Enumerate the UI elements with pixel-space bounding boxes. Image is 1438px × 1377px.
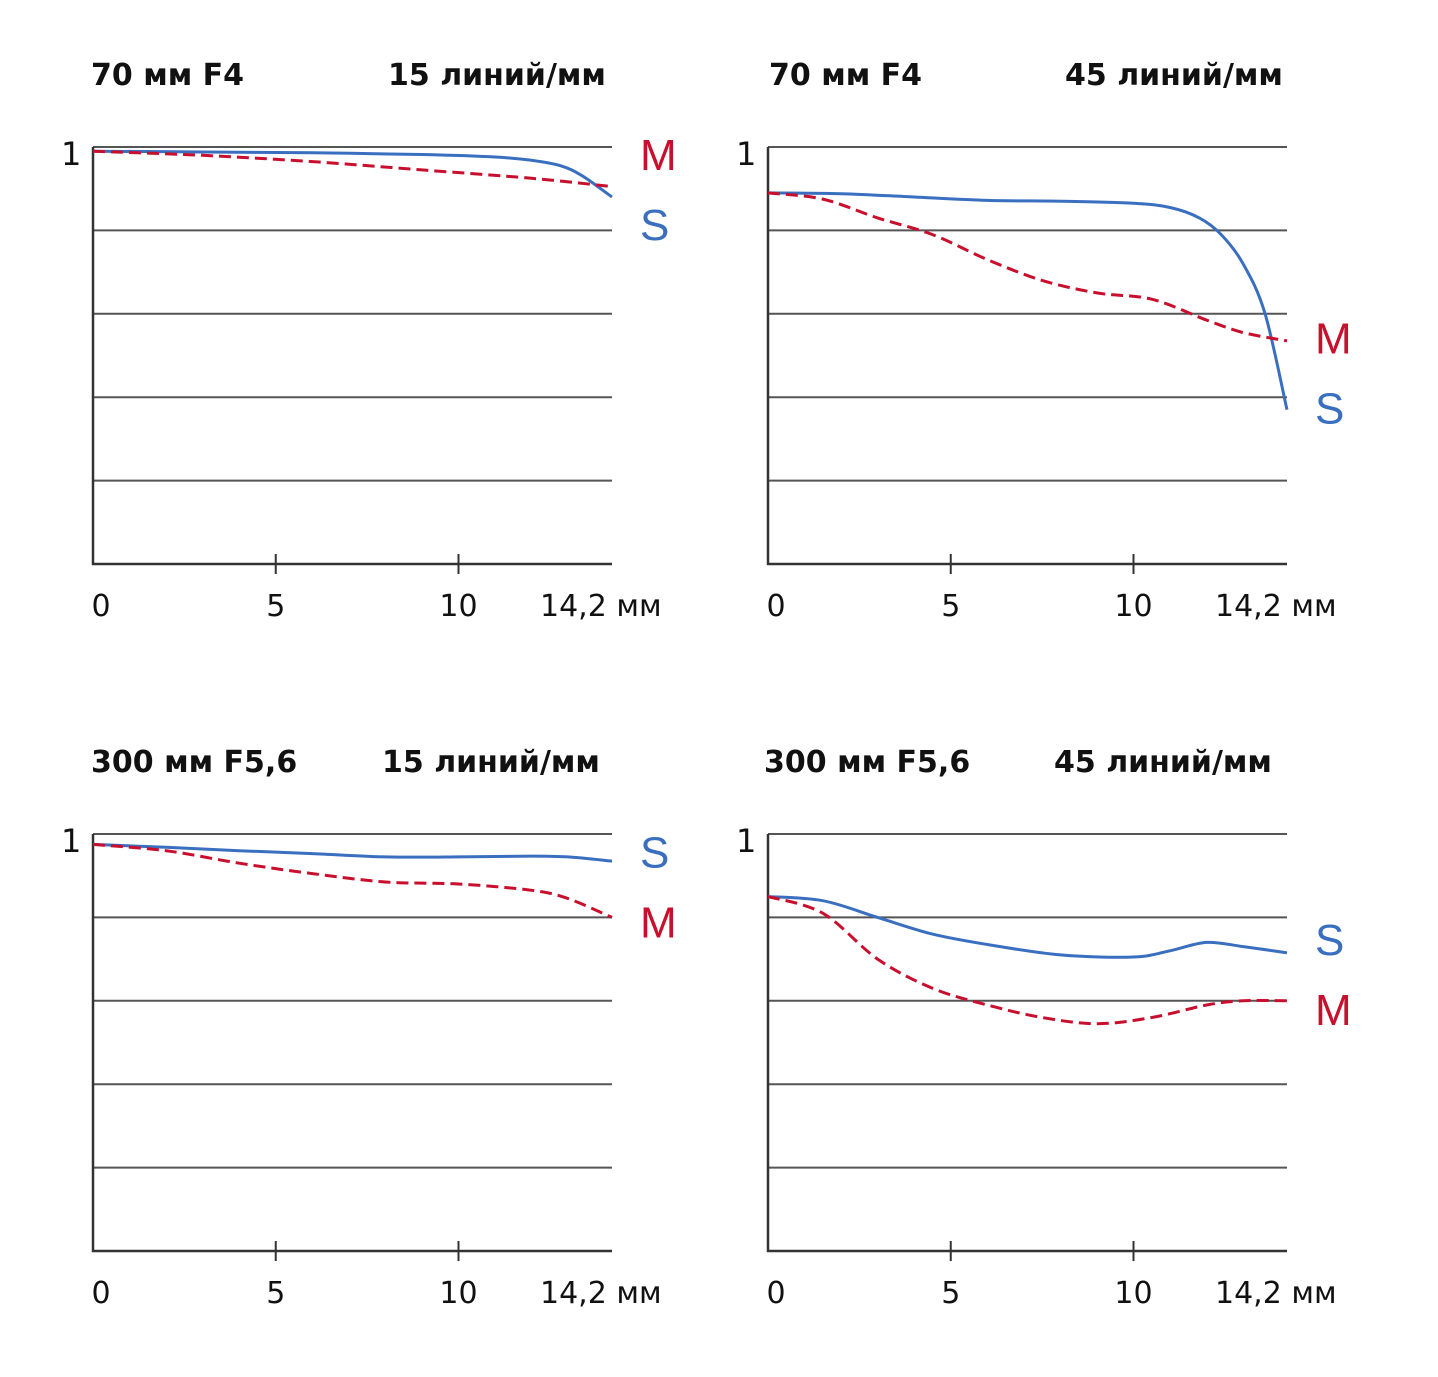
chart-title: 70 мм F4 [91, 58, 245, 93]
series-line-M [92, 149, 613, 189]
mtf-chart-4: 300 мм F5,6 45 линий/мм 0 5 10 14,2 мм 1 S M [675, 737, 1375, 1377]
x-tick-label: 0 [91, 1276, 110, 1311]
chart-subtitle: 45 линий/мм [1054, 745, 1272, 780]
x-tick-label: 0 [766, 1276, 785, 1311]
x-tick-label: 10 [439, 1276, 477, 1311]
y-tick-label: 1 [736, 135, 756, 173]
series-line-M [767, 191, 1288, 343]
y-tick-label: 1 [736, 822, 756, 860]
legend-label-M: M [640, 131, 677, 180]
series-line-S [92, 842, 613, 863]
legend-label-M: M [640, 898, 677, 947]
chart-title: 70 мм F4 [769, 58, 923, 93]
chart-subtitle: 45 линий/мм [1065, 58, 1283, 93]
series-line-S [767, 191, 1289, 411]
x-tick-label: 14,2 мм [540, 589, 662, 624]
y-tick-label: 1 [61, 135, 81, 173]
mtf-chart-2: 70 мм F4 45 линий/мм 0 5 10 14,2 мм 1 M S [675, 50, 1375, 690]
chart-plot: 0 5 10 14,2 мм 1 SM [61, 822, 677, 1311]
x-tick-label: 5 [266, 1276, 285, 1311]
chart-subtitle: 15 линий/мм [382, 745, 600, 780]
series-line-S [92, 149, 613, 199]
series-line-M [92, 842, 613, 919]
x-tick-label: 10 [1114, 1276, 1152, 1311]
x-tick-label: 10 [1114, 589, 1152, 624]
x-tick-label: 14,2 мм [1215, 1276, 1337, 1311]
chart-plot: 0 5 10 14,2 мм 1 MS [736, 135, 1352, 624]
chart-subtitle: 15 линий/мм [388, 58, 606, 93]
x-tick-label: 5 [941, 589, 960, 624]
chart-plot: 0 5 10 14,2 мм 1 MS [61, 131, 677, 624]
x-tick-label: 5 [941, 1276, 960, 1311]
mtf-chart-3: 300 мм F5,6 15 линий/мм 0 5 10 14,2 мм 1 S M [0, 737, 700, 1377]
y-tick-label: 1 [61, 822, 81, 860]
x-tick-label: 0 [766, 589, 785, 624]
legend-label-S: S [1315, 916, 1344, 965]
chart-title: 300 мм F5,6 [91, 745, 298, 780]
x-tick-label: 0 [91, 589, 110, 624]
x-tick-label: 5 [266, 589, 285, 624]
legend-label-S: S [640, 828, 669, 877]
chart-plot: 0 5 10 14,2 мм 1 SM [736, 822, 1352, 1311]
series-line-S [767, 895, 1288, 959]
mtf-chart-1: 70 мм F4 15 линий/мм 0 5 10 14,2 мм 1 M S [0, 50, 700, 690]
x-tick-label: 14,2 мм [540, 1276, 662, 1311]
x-tick-label: 14,2 мм [1215, 589, 1337, 624]
chart-title: 300 мм F5,6 [764, 745, 971, 780]
series-line-M [767, 895, 1288, 1026]
x-tick-label: 10 [439, 589, 477, 624]
legend-label-M: M [1315, 986, 1352, 1035]
legend-label-M: M [1315, 314, 1352, 363]
legend-label-S: S [640, 201, 669, 250]
legend-label-S: S [1315, 384, 1344, 433]
